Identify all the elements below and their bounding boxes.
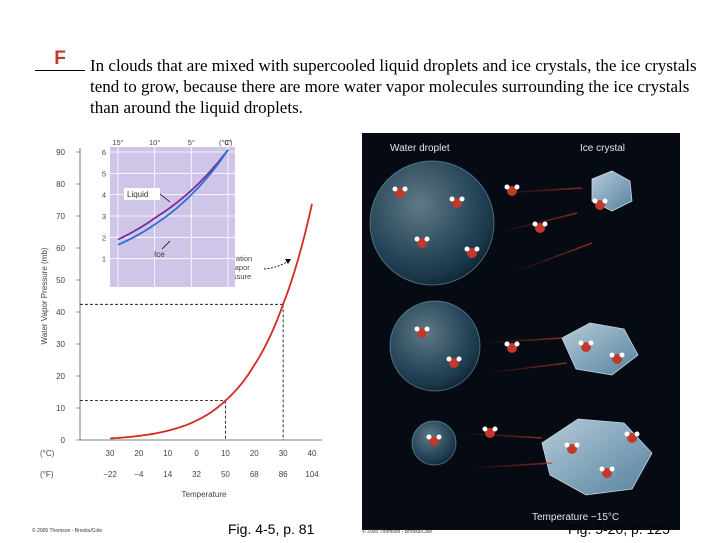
saturation-curve (109, 203, 313, 440)
molecule (609, 352, 625, 364)
right-copyright: © 2005 Thomson - Brooks/Cole (362, 529, 433, 535)
inset-top-unit: (°C) (219, 138, 233, 147)
y-tick-label: 80 (56, 180, 65, 189)
water-droplet-label: Water droplet (390, 143, 450, 154)
inset-liquid-label: Liquid (127, 190, 148, 199)
droplet-medium (389, 300, 481, 392)
sat-label-arrowhead (285, 259, 291, 264)
unit-fahrenheit-label: (°F) (40, 470, 54, 479)
y-tick-label: 70 (56, 212, 65, 221)
fahrenheit-tick-label: 32 (192, 470, 201, 479)
sat-label-line-1: Saturation (218, 254, 252, 263)
celsius-tick-label: 30 (279, 449, 288, 458)
inset-y-tick-labels: 1 2 3 4 5 6 (102, 148, 106, 264)
molecule (414, 326, 430, 338)
inset-ice-label: Ice (154, 250, 165, 259)
temperature-label: Temperature −15°C (532, 512, 619, 523)
molecule (446, 356, 462, 368)
y-tick-label: 20 (56, 372, 65, 381)
molecule (414, 236, 430, 248)
ice-label-arrow (161, 240, 171, 250)
molecule (392, 186, 408, 198)
inset-y-tick-label: 6 (102, 148, 106, 157)
fahrenheit-tick-label: 68 (250, 470, 259, 479)
liquid-label-arrow (159, 193, 171, 203)
inset-liquid-curve (117, 149, 229, 241)
molecule (578, 340, 594, 352)
ice-crystal-large (541, 418, 653, 496)
water-molecules (392, 184, 640, 478)
inset-top-tick-label: 0° (224, 138, 231, 147)
inset-y-tick-label: 2 (102, 233, 106, 242)
fahrenheit-tick-label: 50 (221, 470, 230, 479)
celsius-tick-label: 20 (134, 449, 143, 458)
inset-chart: 15° 10° 5° 0° (°C) 1 2 3 4 5 6 Liquid Ice (102, 138, 235, 287)
celsius-tick-labels: 30 20 10 0 10 20 30 40 (106, 449, 317, 458)
fahrenheit-tick-label: 104 (305, 470, 319, 479)
molecule (564, 442, 580, 454)
left-figure-caption: Fig. 4-5, p. 81 (228, 521, 315, 537)
sat-label-line-3: pressure (222, 272, 251, 281)
inset-y-tick-label: 5 (102, 169, 106, 178)
droplet-crystal-illustration: Water droplet Ice crystal Temperature −1… (362, 133, 680, 530)
reference-lines (80, 303, 284, 440)
inset-background (110, 147, 235, 287)
fahrenheit-tick-label: 14 (163, 470, 172, 479)
y-tick-label: 30 (56, 340, 65, 349)
molecule (592, 198, 608, 210)
inset-y-tick-label: 1 (102, 255, 106, 264)
celsius-tick-label: 20 (250, 449, 259, 458)
molecule (532, 221, 548, 233)
y-tick-label: 10 (56, 404, 65, 413)
sat-label-line-2: vapor (231, 263, 250, 272)
inset-top-tick-label: 5° (188, 138, 195, 147)
molecule (426, 434, 442, 446)
droplet-large (369, 160, 495, 286)
celsius-tick-label: 30 (106, 449, 115, 458)
ice-crystal-label: Ice crystal (580, 143, 625, 154)
y-axis-title: Water Vapor Pressure (mb) (40, 247, 49, 344)
left-copyright: © 2005 Thomson - Brooks/Cole (32, 528, 103, 534)
inset-top-tick-label: 15° (112, 138, 123, 147)
molecule (504, 184, 520, 196)
celsius-tick-label: 10 (163, 449, 172, 458)
molecule (464, 246, 480, 258)
right-figure-caption: Fig. 5-20, p. 125 (568, 521, 670, 537)
inset-y-tick-label: 3 (102, 212, 106, 221)
fahrenheit-tick-label: −4 (134, 470, 144, 479)
answer-letter: F (54, 48, 66, 69)
celsius-tick-label: 10 (221, 449, 230, 458)
unit-celsius-label: (°C) (40, 449, 55, 458)
inset-ice-curve (117, 149, 229, 246)
celsius-tick-label: 0 (194, 449, 199, 458)
vapor-pressure-figure: 0 10 20 30 40 50 60 70 80 90 30 20 10 0 10 20 30 40 −22−… (32, 128, 332, 538)
answer-blank-line (35, 70, 85, 71)
y-tick-labels: 0 10 20 30 40 50 60 70 80 90 (56, 148, 80, 445)
liquid-label-box (124, 188, 160, 200)
molecule (504, 341, 520, 353)
inset-top-tick-labels: 15° 10° 5° 0° (112, 138, 231, 147)
fahrenheit-tick-label: −22 (103, 470, 117, 479)
molecule (482, 426, 498, 438)
y-tick-label: 60 (56, 244, 65, 253)
droplet-crystal-figure: Water droplet Ice crystal Temperature −1… (362, 133, 680, 530)
y-tick-label: 0 (61, 436, 66, 445)
molecule (624, 431, 640, 443)
inset-y-tick-label: 4 (102, 191, 106, 200)
y-tick-label: 40 (56, 308, 65, 317)
molecule (599, 466, 615, 478)
y-tick-label: 50 (56, 276, 65, 285)
x-axis-title: Temperature (182, 490, 227, 499)
celsius-tick-label: 40 (308, 449, 317, 458)
molecule (449, 196, 465, 208)
fahrenheit-tick-label: 86 (279, 470, 288, 479)
saturation-annotation: Saturation vapor pressure (218, 254, 291, 281)
fahrenheit-tick-labels: −22 −4 14 32 50 68 86 104 (103, 470, 319, 479)
inset-top-tick-label: 10° (149, 138, 160, 147)
y-tick-label: 90 (56, 148, 65, 157)
question-statement: In clouds that are mixed with supercoole… (90, 56, 697, 117)
